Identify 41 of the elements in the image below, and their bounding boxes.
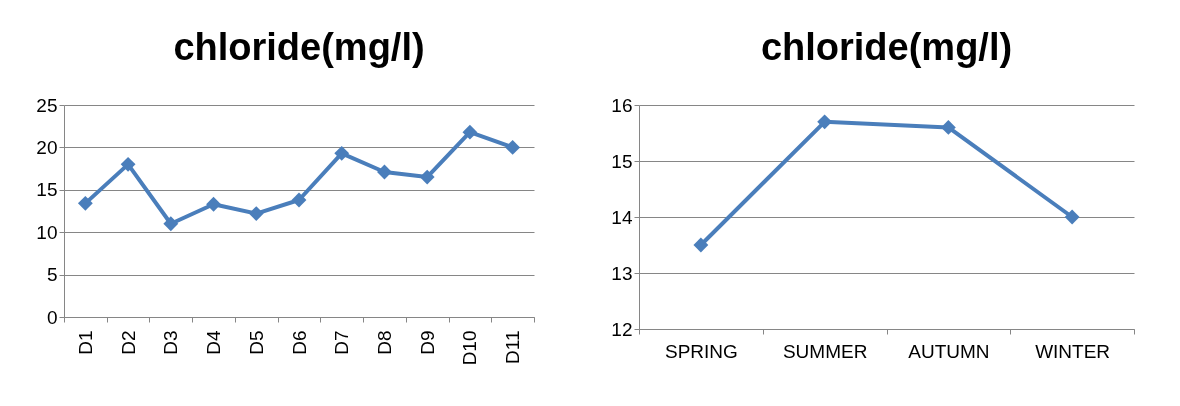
y-tick-label: 15 (611, 150, 633, 172)
y-tick-label: 16 (611, 94, 633, 116)
point (120, 156, 136, 172)
x-tick-label: D9 (416, 330, 438, 355)
point (940, 119, 956, 135)
y-tick-label: 15 (36, 179, 58, 201)
x-tick-label: D7 (331, 330, 353, 355)
point (291, 192, 307, 208)
point (505, 139, 521, 155)
chart-title: chloride(mg/l) (760, 26, 1013, 68)
x-tick-label: D8 (373, 330, 395, 355)
y-tick-label: 0 (46, 306, 58, 328)
x-tick-label: D11 (502, 330, 524, 364)
y-tick-label: 14 (611, 206, 633, 228)
x-tick-label: D10 (459, 330, 481, 366)
x-tick-label: WINTER (1035, 340, 1111, 362)
point (693, 237, 709, 253)
x-tick-label: D4 (203, 330, 225, 355)
chart-title: chloride(mg/l) (173, 26, 425, 68)
x-tick-label: D6 (288, 330, 310, 355)
point (419, 169, 435, 185)
y-tick-label: 5 (46, 264, 58, 286)
y-tick-label: 13 (611, 262, 633, 284)
x-tick-label: D3 (160, 330, 182, 355)
x-tick-label: D1 (74, 330, 96, 355)
point (1064, 209, 1080, 225)
x-tick-label: AUTUMN (908, 340, 990, 362)
y-tick-label: 12 (611, 318, 633, 340)
x-tick-label: SPRING (664, 340, 738, 362)
x-tick-label: SUMMER (782, 340, 868, 362)
point (77, 195, 93, 211)
point (462, 124, 478, 140)
point (248, 206, 264, 221)
point (206, 196, 221, 212)
point (334, 145, 350, 161)
point (163, 216, 179, 232)
x-tick-label: D5 (245, 330, 267, 355)
y-tick-label: 25 (36, 94, 58, 116)
y-tick-label: 10 (36, 221, 58, 243)
x-tick-label: D2 (117, 330, 139, 355)
y-tick-label: 20 (36, 136, 58, 158)
